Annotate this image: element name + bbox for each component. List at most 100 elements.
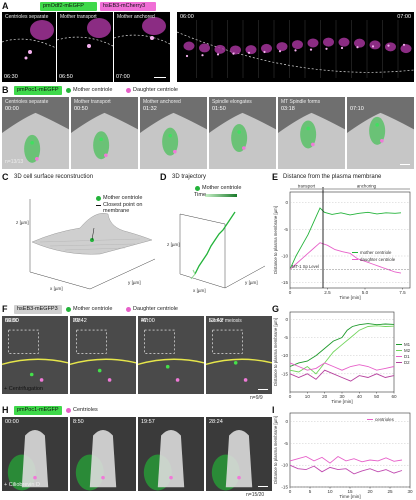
f-scale-bar — [258, 388, 268, 390]
chart-G-xtick-label: 60 — [391, 394, 397, 399]
a-strip-frame — [320, 20, 334, 78]
c-axis-z: z [µm] — [16, 220, 29, 225]
b-caption-2: Mother transport — [74, 99, 111, 105]
h-time-3: 19:57 — [141, 419, 155, 425]
f-time-2: 32:42 — [73, 318, 87, 324]
f-frame-4-graphic — [206, 316, 272, 394]
a-strip-frame — [258, 20, 272, 78]
panel-label-a: A — [2, 1, 9, 11]
chart-G-series-1 — [289, 323, 395, 367]
chart-I-xtick-label: 10 — [327, 489, 333, 494]
h-time-4: 28:24 — [209, 419, 223, 425]
g-distance-chart: 0 -5 -10 -15 0 10 20 30 40 50 60 Time [min] Distance… — [273, 311, 411, 404]
a-frame-1-graphic — [2, 20, 56, 60]
b-frame-row: Centrioles separate 00:00 n=13/13 Mother tr… — [2, 97, 414, 169]
chart-E-xlabel: Time [min] — [339, 295, 360, 300]
chart-I-frame — [289, 412, 411, 488]
b-frame-3-graphic — [140, 97, 207, 169]
h-frame-4-graphic — [206, 417, 272, 491]
chart-G-xtick-label: 50 — [374, 394, 380, 399]
h-frame-3-graphic — [138, 417, 204, 491]
h-legend-centrioles: Centrioles — [73, 407, 98, 413]
b-caption-5: MT Spindle forms — [281, 99, 321, 105]
h-frame-1-graphic — [2, 417, 68, 491]
b-legend-daughter: Daughter centriole — [133, 87, 178, 93]
b-time-4: 01:50 — [212, 106, 226, 112]
chart-G-ytick-label: -10 — [281, 353, 288, 358]
h-count: n=15/20 — [246, 492, 265, 498]
c-legend-membrane: Closest point on membrane — [103, 202, 143, 214]
e-phase-anchoring: anchoring — [357, 184, 377, 189]
c-surface-plot: z [µm] x [µm] y [µm] — [16, 199, 156, 291]
chart-E-legend-label: mother centriole — [360, 250, 392, 255]
a-caption-3: Mother anchored — [117, 14, 155, 20]
f-frame-2-graphic — [70, 316, 136, 394]
e-title: Distance from the plasma membrane — [283, 174, 382, 180]
f-marker-tag: hsEB3-mEGFP3 — [14, 305, 62, 314]
b-marker-tag: pmPoc1-mEGFP — [14, 86, 62, 95]
a-strip-frame — [335, 20, 350, 78]
b-time-6: 07:10 — [350, 106, 364, 112]
chart-E-ytick-label: -10 — [281, 254, 288, 259]
a-strip-frame — [183, 41, 195, 58]
h-frame-row: 00:00 8:50 19:57 28:24 — [2, 417, 272, 491]
h-frame-1: 00:00 — [2, 417, 68, 491]
chart-G-legend-label: D1 — [404, 354, 410, 359]
d-legend-mother-dot — [195, 186, 200, 191]
h-frame-4: 28:24 — [206, 417, 272, 491]
chart-I-xtick-label: 15 — [347, 489, 353, 494]
d-title: 3D trajectory — [172, 174, 207, 180]
f-time-4: 52:42 — [209, 318, 223, 324]
chart-I-xtick-label: 25 — [387, 489, 393, 494]
panel-label-d: D — [160, 172, 167, 182]
b-legend-mother: Mother centriole — [73, 87, 113, 93]
c-axis-y: y [µm] — [128, 280, 141, 285]
a-strip-frame — [289, 20, 303, 78]
a-strip-frame — [366, 20, 381, 78]
b-frame-2: Mother transport 00:50 — [71, 97, 138, 169]
chart-E-xtick-label: 0 — [289, 290, 292, 295]
panel-label-h: H — [2, 405, 9, 415]
chart-G-series-2 — [289, 325, 395, 375]
chart-E-series-2 — [289, 242, 402, 274]
b-time-5: 03:18 — [281, 106, 295, 112]
chart-E-ytick-label: -5 — [284, 227, 289, 232]
f-time-3: 47:00 — [141, 318, 155, 324]
b-frame-3: Mother anchored 01:32 — [140, 97, 207, 169]
d-axis-z: z [µm] — [167, 242, 180, 247]
b-frame-6-graphic — [347, 97, 414, 169]
a-caption-1: Centrioles separate — [5, 14, 49, 20]
b-time-1: 00:00 — [5, 106, 19, 112]
chart-G-legend-label: D2 — [404, 360, 410, 365]
a-time-strip-graphic — [177, 20, 414, 78]
f-frame-1-graphic — [2, 316, 68, 394]
panel-label-c: C — [2, 172, 9, 182]
panel-label-f: F — [2, 304, 8, 314]
chart-I-ytick-label: -5 — [284, 441, 289, 446]
a-time-strip: 06:00 07:00 — [177, 12, 414, 82]
chart-G-xtick-label: 20 — [322, 394, 328, 399]
a-frame-3: Mother anchored 07:00 — [114, 12, 170, 82]
chart-G-xlabel: Time [min] — [331, 399, 352, 404]
chart-I-series-2 — [289, 464, 403, 475]
a-frame-2-graphic — [57, 18, 113, 48]
chart-G-xtick-label: 40 — [357, 394, 363, 399]
f-frame-1: NEBD 00:00 — [2, 316, 68, 394]
c-legend-membrane-mark — [96, 205, 101, 206]
chart-G-legend-label: M2 — [404, 348, 411, 353]
f-side-label: + Centrifugation — [4, 386, 43, 392]
chart-E-ylabel: Distance to plasma membrane [µm] — [273, 206, 278, 274]
chart-I-ytick-label: -10 — [281, 463, 288, 468]
chart-G-ytick-label: -15 — [281, 371, 288, 376]
a-strip-frame — [227, 20, 241, 78]
a-strip-frame — [196, 20, 210, 78]
a-strip-frame — [273, 20, 288, 78]
f-frame-3-graphic — [138, 316, 204, 394]
chart-G-series-4 — [289, 369, 395, 382]
chart-I-ytick-label: -15 — [281, 485, 288, 490]
d-colorbar-label: Time — [194, 192, 207, 198]
marker-tag-odf2: pmOdf2-mEGFP — [40, 2, 97, 11]
b-legend-daughter-dot — [126, 88, 131, 93]
chart-E-frame — [289, 191, 411, 289]
chart-G-ylabel: Distance to plasma membrane [µm] — [273, 318, 278, 386]
